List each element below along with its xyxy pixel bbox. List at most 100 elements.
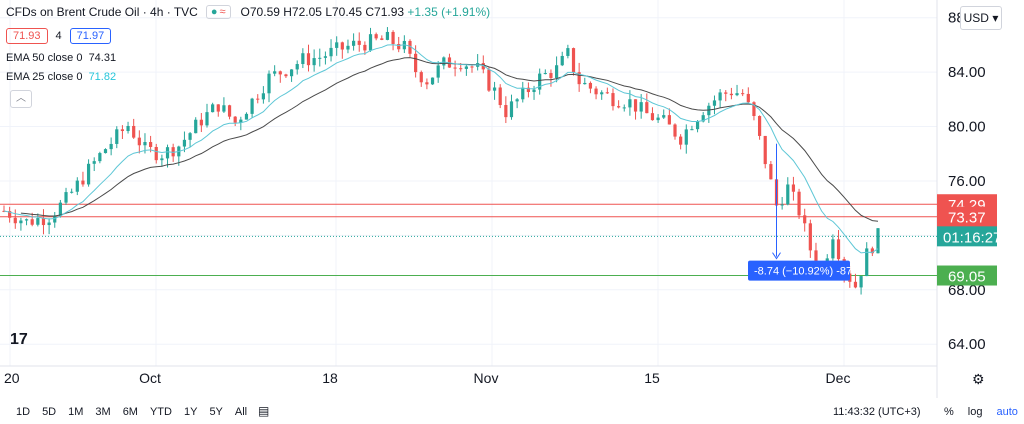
hline-label: 73.37 xyxy=(948,210,986,227)
candle-body xyxy=(363,44,367,51)
candle-body xyxy=(633,99,638,112)
candle-body xyxy=(414,53,418,73)
candle-body xyxy=(8,211,12,218)
candle-body xyxy=(132,125,136,138)
range-button-5y[interactable]: 5Y xyxy=(209,406,223,418)
bid-price-button[interactable]: 71.93 xyxy=(6,28,48,44)
collapse-legend-button[interactable]: ︿ xyxy=(10,90,32,108)
candle-body xyxy=(374,34,378,39)
candle-body xyxy=(859,276,863,288)
candle-body xyxy=(149,142,153,147)
candle-body xyxy=(554,65,559,78)
candle-body xyxy=(160,158,164,161)
chart-header: CFDs on Brent Crude Oil · 4h · TVC ● ≈ O… xyxy=(6,5,490,19)
candle-body xyxy=(126,125,130,132)
range-button-all[interactable]: All xyxy=(234,406,248,418)
candle-body xyxy=(58,202,62,216)
candle-body xyxy=(583,82,587,85)
candle-body xyxy=(318,57,322,59)
range-button-1d[interactable]: 1D xyxy=(16,406,31,418)
candle-body xyxy=(464,66,468,69)
candle-body xyxy=(244,113,249,120)
percent-toggle[interactable]: % xyxy=(944,406,954,418)
range-button-1y[interactable]: 1Y xyxy=(183,406,198,418)
candle-body xyxy=(397,43,401,50)
candle-body xyxy=(442,57,446,66)
candle-body xyxy=(673,124,677,137)
ema25-legend[interactable]: EMA 25 close 0 71.82 xyxy=(6,71,117,83)
calendar-icon[interactable]: ▤ xyxy=(258,404,270,418)
candle-body xyxy=(769,164,773,180)
candle-body xyxy=(188,133,192,140)
grid xyxy=(0,0,937,366)
candle-body xyxy=(526,87,530,93)
candle-body xyxy=(329,47,333,57)
currency-button[interactable]: USD ▾ xyxy=(960,6,1002,30)
candle-body xyxy=(81,180,85,185)
candle-body xyxy=(216,104,220,112)
bottom-toolbar: 1D 5D 1M 3M 6M YTD 1Y 5Y All ▤ 11:43:32 (UTC+3) … xyxy=(0,398,1024,424)
tradingview-logo-icon: 17 xyxy=(10,331,28,348)
candle-body xyxy=(182,139,187,147)
candle-body xyxy=(453,67,457,69)
symbol-title[interactable]: CFDs on Brent Crude Oil · 4h · TVC xyxy=(6,5,198,19)
range-button-1m[interactable]: 1M xyxy=(68,406,84,418)
x-tick-label: Dec xyxy=(826,370,851,386)
candle-body xyxy=(199,119,203,126)
x-tick-label: 20 xyxy=(4,370,20,386)
candle-body xyxy=(594,88,598,95)
candle-body xyxy=(803,215,807,224)
candle-body xyxy=(137,137,141,146)
ema50-legend[interactable]: EMA 50 close 0 74.31 xyxy=(6,52,117,64)
hline-label: 69.05 xyxy=(948,269,986,286)
ohlc-readout: O70.59 H72.05 L70.45 C71.93 +1.35 (+1.91… xyxy=(240,5,491,19)
candle-body xyxy=(425,82,429,85)
candle-body xyxy=(391,31,395,44)
range-button-6m[interactable]: 6M xyxy=(122,406,138,418)
status-pill[interactable]: ● ≈ xyxy=(205,5,231,19)
candle-body xyxy=(695,121,700,130)
candle-body xyxy=(870,248,874,254)
candle-body xyxy=(120,129,125,132)
range-button-3m[interactable]: 3M xyxy=(95,406,111,418)
candle-body xyxy=(346,45,350,50)
candle-body xyxy=(385,31,390,40)
dot-icon: ● xyxy=(210,6,218,18)
candle-body xyxy=(368,34,373,51)
gear-icon[interactable]: ⚙ xyxy=(972,371,985,387)
current-price-label-bg xyxy=(937,226,997,247)
candle-body xyxy=(538,73,542,90)
ask-price-button[interactable]: 71.97 xyxy=(69,28,112,44)
candle-body xyxy=(617,106,621,108)
candle-body xyxy=(605,92,609,94)
candle-body xyxy=(560,55,564,66)
y-tick-label: 68.00 xyxy=(948,282,986,299)
range-button-ytd[interactable]: YTD xyxy=(149,406,172,418)
candle-body xyxy=(712,100,717,106)
log-toggle[interactable]: log xyxy=(967,406,983,418)
auto-toggle[interactable]: auto xyxy=(996,406,1018,418)
candle-body xyxy=(571,48,576,73)
candle-body xyxy=(335,42,339,48)
candle-body xyxy=(650,113,655,121)
range-button-5d[interactable]: 5D xyxy=(42,406,57,418)
time-axis: 20 Oct 18 Nov 15 Dec xyxy=(4,370,850,386)
candle-body xyxy=(656,117,660,121)
candle-body xyxy=(780,204,784,206)
candle-body xyxy=(75,180,79,192)
range-buttons: 1D 5D 1M 3M 6M YTD 1Y 5Y All xyxy=(16,406,247,418)
candle-body xyxy=(340,42,344,50)
candle-body xyxy=(250,98,254,114)
candle-body xyxy=(306,53,311,66)
candle-body xyxy=(233,116,237,123)
ema50-line xyxy=(20,57,879,222)
candle-body xyxy=(165,147,170,159)
x-tick-label: 15 xyxy=(644,370,660,386)
candle-body xyxy=(757,116,762,136)
candle-body xyxy=(92,161,96,164)
candle-body xyxy=(211,104,215,113)
candle-body xyxy=(746,93,750,103)
